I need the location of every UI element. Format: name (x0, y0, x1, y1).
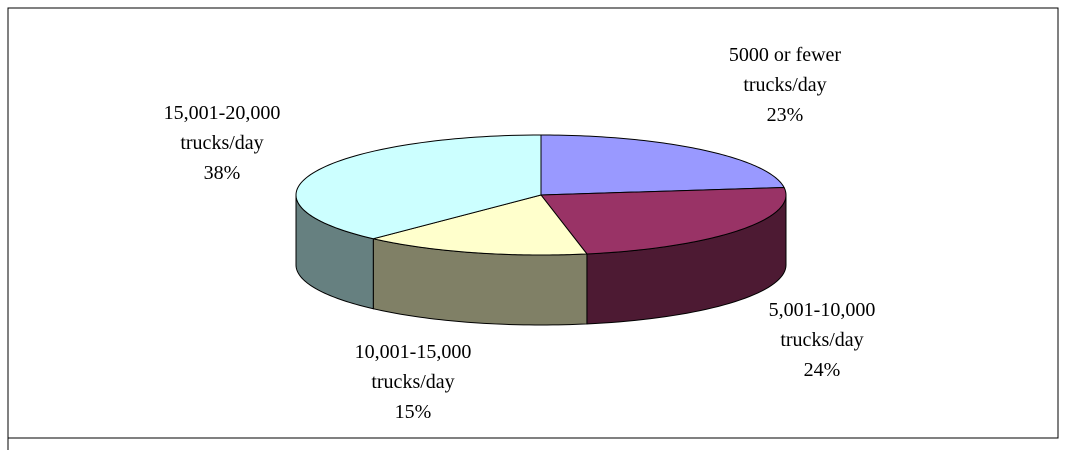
category-label: 5000 or fewer trucks/day (728, 44, 842, 96)
value-label: 15% (394, 401, 432, 423)
data-label: 15,001-20,000 trucks/day 38% (137, 98, 307, 188)
pie-slice (540, 186, 787, 255)
category-label: 15,001-20,000 trucks/day (163, 102, 281, 154)
value-label: 38% (203, 162, 241, 184)
category-label: 5,001-10,000 trucks/day (768, 299, 876, 351)
pie-slice (540, 134, 785, 196)
data-label: 5,001-10,000 trucks/day 24% (737, 295, 907, 385)
value-label: 23% (766, 104, 804, 126)
pie-slice (373, 194, 588, 256)
category-label: 10,001-15,000 trucks/day (354, 341, 472, 393)
data-label: 10,001-15,000 trucks/day 15% (323, 337, 503, 427)
chart-frame (7, 7, 1059, 450)
value-label: 24% (803, 359, 841, 381)
pie-slice (295, 134, 542, 240)
data-label: 5000 or fewer trucks/day 23% (700, 40, 870, 130)
